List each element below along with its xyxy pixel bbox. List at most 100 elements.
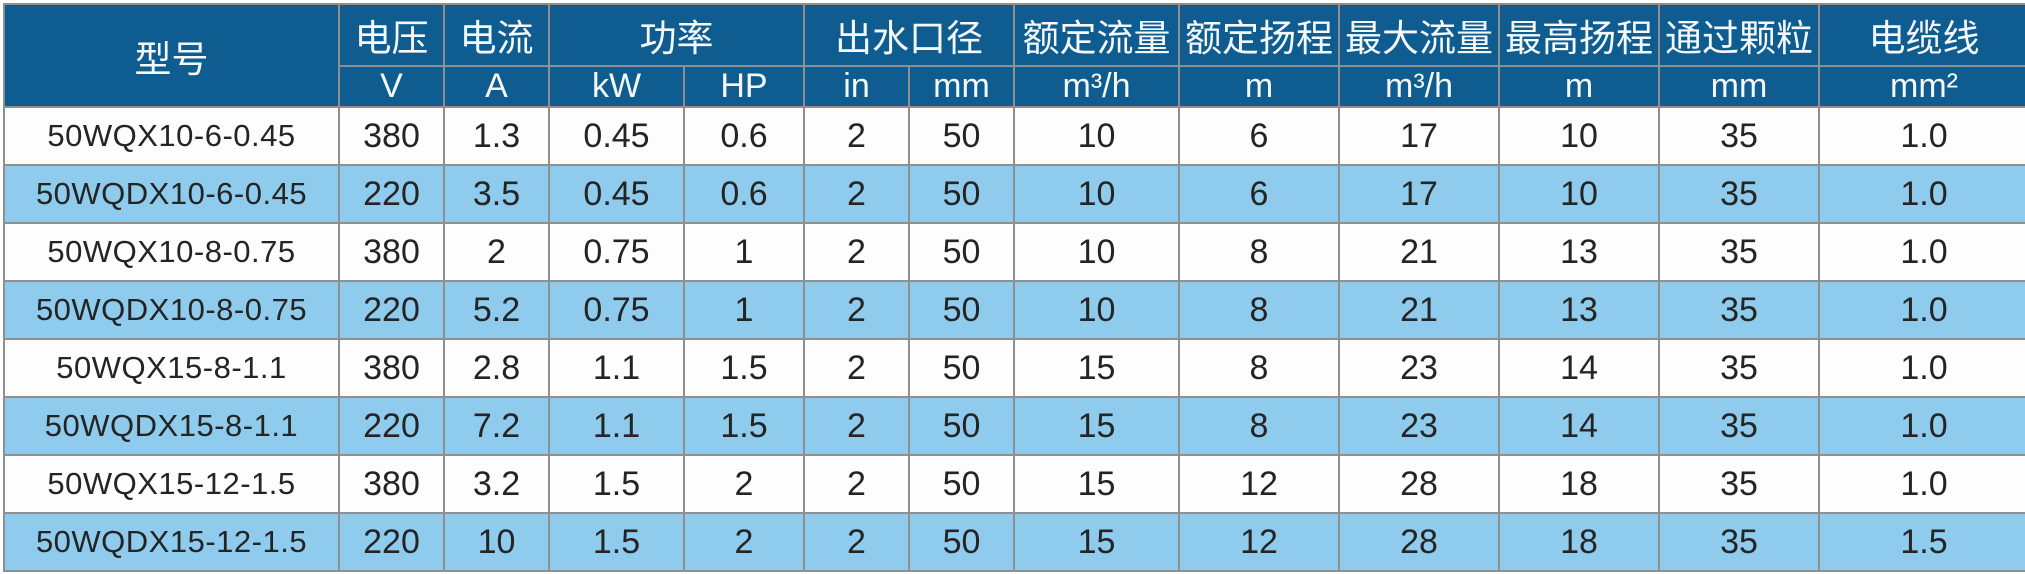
model-cell: 50WQX15-12-1.5 <box>3 454 340 514</box>
value-cell: 21 <box>1338 280 1500 340</box>
value-cell: 1.1 <box>548 338 685 398</box>
value-cell: 14 <box>1498 396 1660 456</box>
value-cell: 18 <box>1498 454 1660 514</box>
header-cable: 电缆线 <box>1818 3 2025 67</box>
value-cell: 35 <box>1658 396 1820 456</box>
value-cell: 1.0 <box>1818 454 2025 514</box>
value-cell: 35 <box>1658 222 1820 282</box>
value-cell: 7.2 <box>443 396 550 456</box>
value-cell: 10 <box>1013 106 1180 166</box>
value-cell: 15 <box>1013 396 1180 456</box>
value-cell: 2 <box>803 222 910 282</box>
value-cell: 1.5 <box>1818 512 2025 572</box>
value-cell: 50 <box>908 396 1015 456</box>
value-cell: 15 <box>1013 512 1180 572</box>
header-current: 电流 <box>443 3 550 67</box>
value-cell: 8 <box>1178 338 1340 398</box>
value-cell: 50 <box>908 106 1015 166</box>
model-cell: 50WQDX10-6-0.45 <box>3 164 340 224</box>
value-cell: 2 <box>803 338 910 398</box>
value-cell: 2 <box>803 164 910 224</box>
unit-cable: mm² <box>1818 65 2025 108</box>
value-cell: 1.5 <box>683 396 805 456</box>
header-power: 功率 <box>548 3 805 67</box>
value-cell: 13 <box>1498 222 1660 282</box>
value-cell: 1 <box>683 222 805 282</box>
value-cell: 10 <box>1498 106 1660 166</box>
value-cell: 1.5 <box>548 454 685 514</box>
value-cell: 13 <box>1498 280 1660 340</box>
model-cell: 50WQDX15-12-1.5 <box>3 512 340 572</box>
value-cell: 1.3 <box>443 106 550 166</box>
value-cell: 1.1 <box>548 396 685 456</box>
unit-rated-head: m <box>1178 65 1340 108</box>
value-cell: 15 <box>1013 338 1180 398</box>
value-cell: 2.8 <box>443 338 550 398</box>
value-cell: 1.0 <box>1818 396 2025 456</box>
model-cell: 50WQX10-8-0.75 <box>3 222 340 282</box>
value-cell: 220 <box>338 512 445 572</box>
header-voltage: 电压 <box>338 3 445 67</box>
value-cell: 23 <box>1338 396 1500 456</box>
header-rated-head: 额定扬程 <box>1178 3 1340 67</box>
table-row: 50WQDX15-8-1.1 220 7.2 1.1 1.5 2 50 15 8 23 14 35 1.… <box>3 396 2025 456</box>
table-body: 50WQX10-6-0.45 380 1.3 0.45 0.6 2 50 10 6 17 10 35 1… <box>3 106 2025 572</box>
value-cell: 2 <box>683 512 805 572</box>
value-cell: 380 <box>338 454 445 514</box>
value-cell: 220 <box>338 396 445 456</box>
value-cell: 1.5 <box>548 512 685 572</box>
value-cell: 12 <box>1178 454 1340 514</box>
value-cell: 0.6 <box>683 106 805 166</box>
unit-max-flow: m³/h <box>1338 65 1500 108</box>
value-cell: 50 <box>908 222 1015 282</box>
value-cell: 220 <box>338 164 445 224</box>
model-cell: 50WQDX15-8-1.1 <box>3 396 340 456</box>
value-cell: 10 <box>1013 222 1180 282</box>
value-cell: 8 <box>1178 222 1340 282</box>
value-cell: 21 <box>1338 222 1500 282</box>
value-cell: 5.2 <box>443 280 550 340</box>
header-unit-row: V A kW HP in mm m³/h m m³/h m mm mm² <box>4 65 2025 108</box>
value-cell: 18 <box>1498 512 1660 572</box>
value-cell: 50 <box>908 512 1015 572</box>
value-cell: 3.2 <box>443 454 550 514</box>
header-rated-flow: 额定流量 <box>1013 3 1180 67</box>
unit-rated-flow: m³/h <box>1013 65 1180 108</box>
value-cell: 380 <box>338 106 445 166</box>
value-cell: 50 <box>908 280 1015 340</box>
value-cell: 1 <box>683 280 805 340</box>
value-cell: 6 <box>1178 164 1340 224</box>
value-cell: 17 <box>1338 164 1500 224</box>
value-cell: 35 <box>1658 338 1820 398</box>
unit-volt: V <box>338 65 445 108</box>
value-cell: 1.0 <box>1818 280 2025 340</box>
table-row: 50WQDX10-6-0.45 220 3.5 0.45 0.6 2 50 10 6 17 10 35… <box>3 164 2025 224</box>
table-row: 50WQDX10-8-0.75 220 5.2 0.75 1 2 50 10 8 21 13 35 1.… <box>3 280 2025 340</box>
header-outlet-diameter: 出水口径 <box>803 3 1015 67</box>
unit-hp: HP <box>683 65 805 108</box>
value-cell: 380 <box>338 222 445 282</box>
unit-particle: mm <box>1658 65 1820 108</box>
value-cell: 2 <box>443 222 550 282</box>
value-cell: 2 <box>803 396 910 456</box>
value-cell: 10 <box>1013 164 1180 224</box>
value-cell: 6 <box>1178 106 1340 166</box>
value-cell: 1.0 <box>1818 106 2025 166</box>
value-cell: 0.75 <box>548 222 685 282</box>
header-max-head: 最高扬程 <box>1498 3 1660 67</box>
header-max-flow: 最大流量 <box>1338 3 1500 67</box>
value-cell: 0.75 <box>548 280 685 340</box>
value-cell: 10 <box>1013 280 1180 340</box>
value-cell: 28 <box>1338 512 1500 572</box>
model-cell: 50WQDX10-8-0.75 <box>3 280 340 340</box>
model-cell: 50WQX15-8-1.1 <box>3 338 340 398</box>
value-cell: 35 <box>1658 106 1820 166</box>
value-cell: 2 <box>803 280 910 340</box>
header-group-row: 型号 电压 电流 功率 出水口径 额定流量 额定扬程 最大流量 最高扬程 通过颗… <box>3 3 2025 108</box>
value-cell: 1.5 <box>683 338 805 398</box>
table-header: 型号 电压 电流 功率 出水口径 额定流量 额定扬程 最大流量 最高扬程 通过颗… <box>3 3 2025 108</box>
value-cell: 8 <box>1178 280 1340 340</box>
unit-max-head: m <box>1498 65 1660 108</box>
model-cell: 50WQX10-6-0.45 <box>3 106 340 166</box>
